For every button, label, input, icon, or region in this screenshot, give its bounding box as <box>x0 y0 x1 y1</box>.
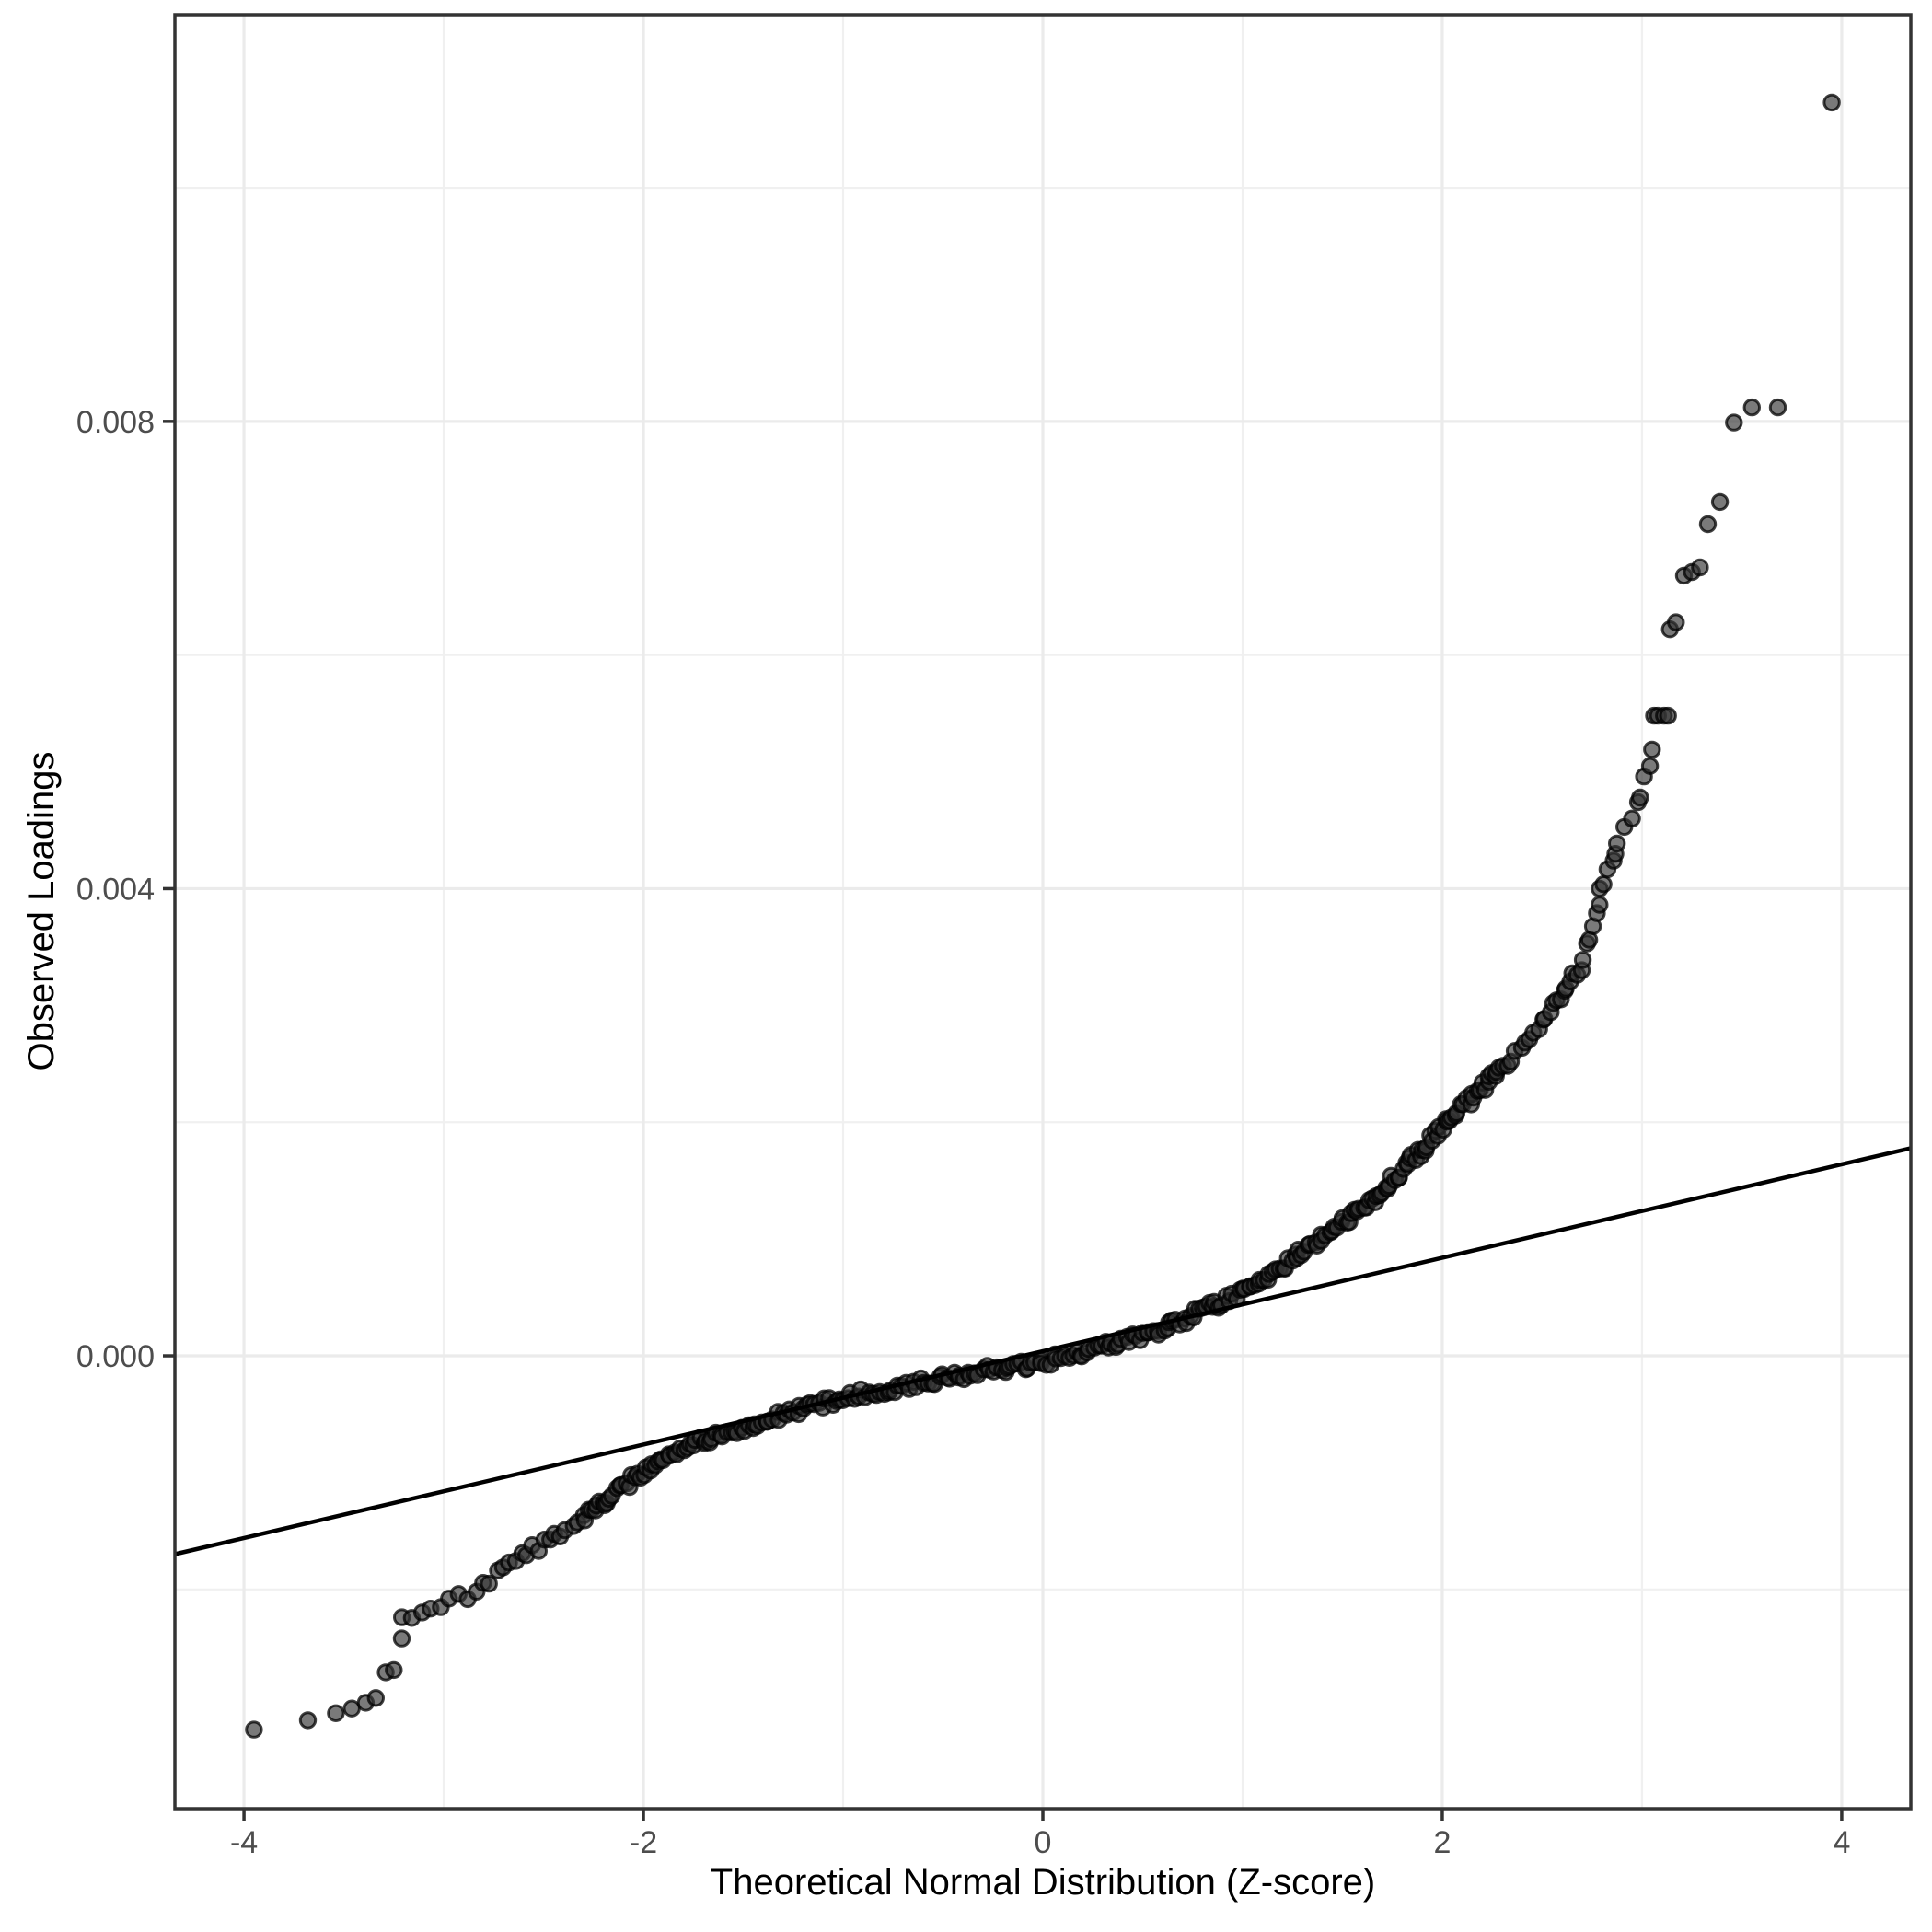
qq-point <box>1768 398 1787 417</box>
qq-point <box>1640 757 1660 775</box>
qq-point <box>1691 558 1709 577</box>
x-tick-label: -4 <box>230 1825 258 1860</box>
qq-point <box>1822 93 1841 112</box>
qq-point <box>1667 613 1685 631</box>
qq-point <box>1631 788 1649 807</box>
qq-point <box>1643 740 1661 759</box>
y-tick-label: 0.004 <box>76 872 155 907</box>
qq-point <box>327 1704 345 1723</box>
qq-point <box>1710 492 1730 512</box>
qq-point <box>298 1711 318 1730</box>
y-axis-ticks <box>163 420 175 1358</box>
qq-point <box>1608 834 1626 853</box>
qq-point <box>1591 896 1609 914</box>
grid-major-lines <box>175 15 1911 1809</box>
y-axis-tick-labels: 0.000 0.004 0.008 <box>76 405 155 1374</box>
qq-point <box>1742 398 1762 417</box>
qq-point <box>480 1574 498 1593</box>
x-tick-label: 2 <box>1434 1825 1452 1860</box>
x-axis-ticks <box>242 1809 1844 1821</box>
y-tick-label: 0.000 <box>76 1339 155 1374</box>
x-tick-label: 4 <box>1833 1825 1850 1860</box>
qq-point <box>392 1629 411 1648</box>
x-tick-label: -2 <box>630 1825 657 1860</box>
reference-line <box>174 1146 1912 1556</box>
x-axis-title: Theoretical Normal Distribution (Z-score… <box>711 1862 1375 1903</box>
qq-point <box>245 1720 263 1739</box>
qq-point <box>1573 951 1592 969</box>
y-axis-title: Observed Loadings <box>21 752 62 1071</box>
x-tick-label: 0 <box>1035 1825 1052 1860</box>
qq-point <box>385 1660 403 1680</box>
qq-point <box>1725 413 1743 432</box>
qq-point <box>1594 875 1613 894</box>
qq-point <box>366 1689 385 1707</box>
qq-point <box>1659 706 1677 725</box>
y-tick-label: 0.008 <box>76 405 155 440</box>
qq-point <box>1623 809 1641 827</box>
qq-point <box>1698 515 1718 534</box>
x-axis-tick-labels: -4 -2 0 2 4 <box>230 1825 1850 1860</box>
